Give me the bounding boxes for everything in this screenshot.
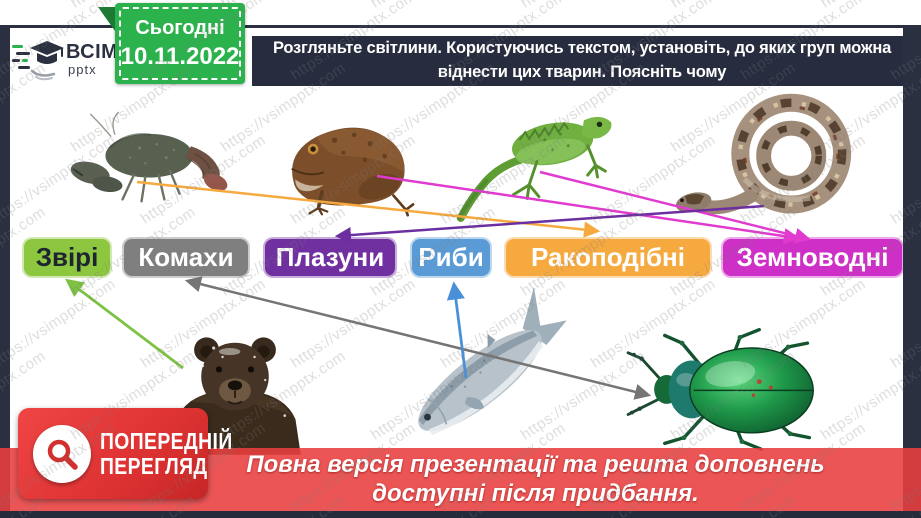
group-label-zemnovodni: Земноводні [721, 237, 904, 278]
task-banner-line1: Розгляньте світлини. Користуючись тексто… [272, 39, 892, 58]
logo-brand: ВСІМ [66, 41, 119, 63]
watermark-text: https://vsimpptx.com [518, 0, 649, 12]
slide-frame-left [0, 25, 10, 518]
purchase-banner: Повна версія презентації та решта доповн… [0, 448, 921, 511]
lizard-image [450, 95, 620, 222]
slide-frame-bottom [0, 511, 921, 518]
group-label-plazuny: Плазуни [263, 237, 397, 278]
group-label-ryby: Риби [410, 237, 492, 278]
date-badge-title: Сьогодні [135, 16, 225, 39]
slide-frame-right [903, 25, 921, 518]
group-label-komakhy: Комахи [122, 237, 250, 278]
preview-badge-line1: ПОПЕРЕДНІЙ [100, 427, 233, 454]
preview-badge: ПОПЕРЕДНІЙ ПЕРЕГЛЯД [18, 408, 232, 499]
date-badge-date: 10.11.2022 [120, 42, 240, 70]
logo-product: pptx [68, 62, 97, 77]
purchase-banner-line1: Повна версія презентації та решта доповн… [246, 450, 825, 478]
task-banner: Розгляньте світлини. Користуючись тексто… [252, 36, 912, 86]
group-label-zviri: Звірі [22, 237, 112, 278]
fish-image [385, 286, 575, 463]
group-label-rakopodibni: Ракоподібні [504, 237, 712, 278]
slide-frame-top [0, 25, 921, 28]
watermark-text: https://vsimpptx.com [818, 0, 921, 12]
purchase-banner-line2: доступні після придбання. [372, 479, 699, 507]
watermark-text: https://vsimpptx.com [0, 0, 49, 12]
snake-image [650, 90, 890, 230]
watermark-text: https://vsimpptx.com [668, 0, 799, 12]
watermark-text: https://vsimpptx.com [0, 275, 119, 372]
logo: ВСІМ pptx [12, 34, 128, 84]
preview-badge-line2: ПЕРЕГЛЯД [100, 452, 208, 479]
toad-image [272, 105, 422, 220]
crayfish-image [50, 111, 235, 207]
watermark-text: https://vsimpptx.com [368, 0, 499, 12]
magnifier-icon [33, 424, 91, 483]
task-banner-line2: віднести цих тварин. Поясніть чому [437, 63, 727, 81]
date-badge: Сьогодні 10.11.2022 [98, 3, 245, 84]
date-badge-fold [98, 7, 115, 31]
graduation-cap-icon [12, 41, 64, 81]
beetle-image [610, 320, 840, 455]
